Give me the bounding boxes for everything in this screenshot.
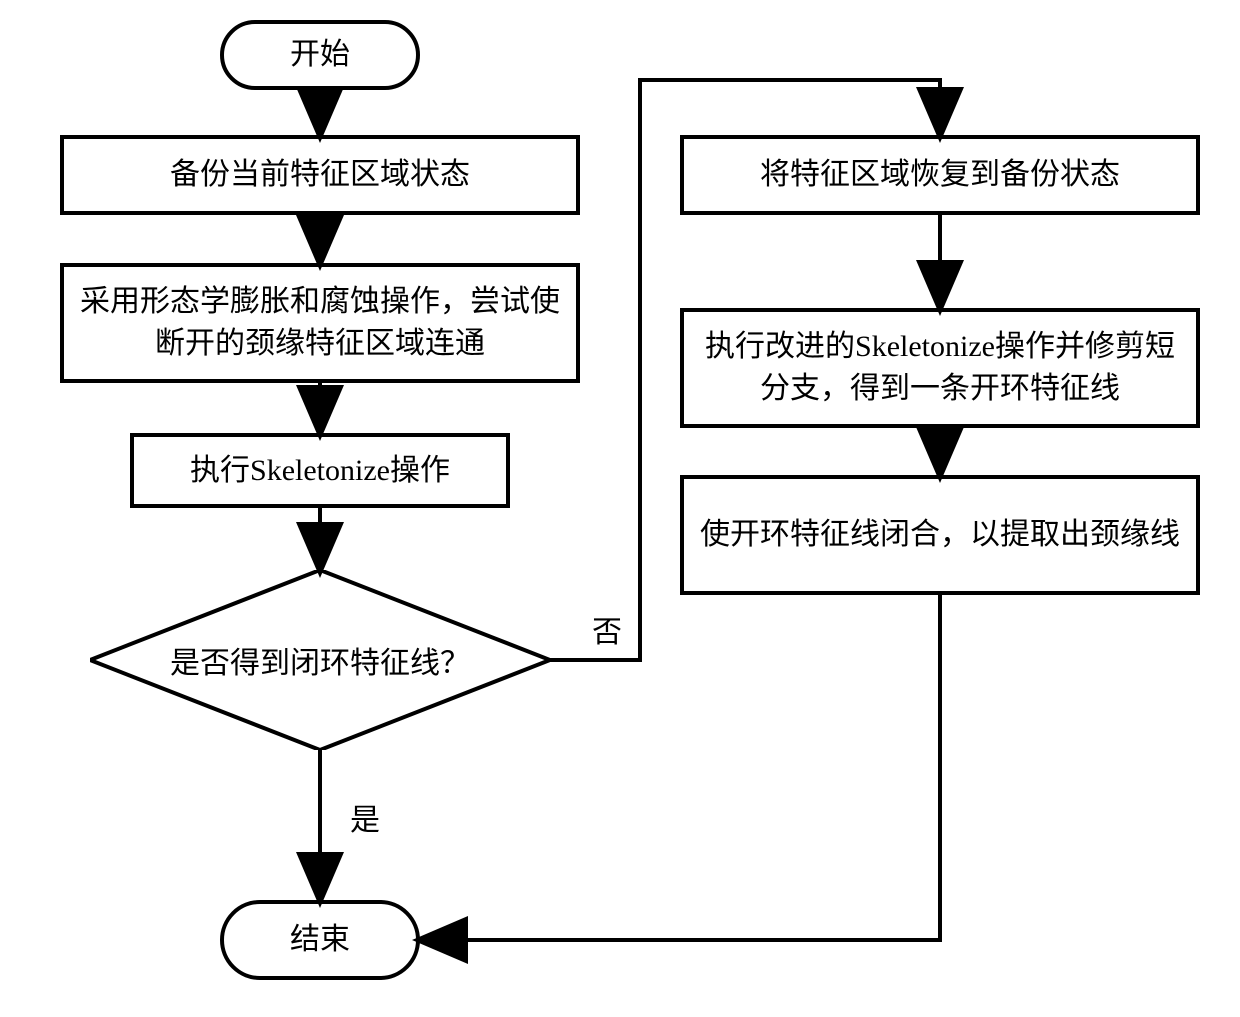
morphology-process: 采用形态学膨胀和腐蚀操作，尝试使断开的颈缘特征区域连通 <box>60 263 580 383</box>
start-label: 开始 <box>290 34 350 76</box>
skeletonize-label: 执行Skeletonize操作 <box>190 450 450 492</box>
morphology-label: 采用形态学膨胀和腐蚀操作，尝试使断开的颈缘特征区域连通 <box>76 281 564 365</box>
backup-process: 备份当前特征区域状态 <box>60 135 580 215</box>
backup-label: 备份当前特征区域状态 <box>170 154 470 196</box>
end-terminal: 结束 <box>220 900 420 980</box>
restore-label: 将特征区域恢复到备份状态 <box>760 154 1120 196</box>
end-label: 结束 <box>290 919 350 961</box>
start-terminal: 开始 <box>220 20 420 90</box>
edge-label-yes: 是 <box>350 795 380 839</box>
improved-process: 执行改进的Skeletonize操作并修剪短分支，得到一条开环特征线 <box>680 308 1200 428</box>
decision-label: 是否得到闭环特征线？ <box>170 638 470 682</box>
restore-process: 将特征区域恢复到备份状态 <box>680 135 1200 215</box>
decision-node: 是否得到闭环特征线？ <box>90 570 550 750</box>
improved-label: 执行改进的Skeletonize操作并修剪短分支，得到一条开环特征线 <box>696 326 1184 410</box>
edge-label-no: 否 <box>592 607 622 651</box>
close-loop-label: 使开环特征线闭合，以提取出颈缘线 <box>700 514 1180 556</box>
skeletonize-process: 执行Skeletonize操作 <box>130 433 510 508</box>
close-loop-process: 使开环特征线闭合，以提取出颈缘线 <box>680 475 1200 595</box>
